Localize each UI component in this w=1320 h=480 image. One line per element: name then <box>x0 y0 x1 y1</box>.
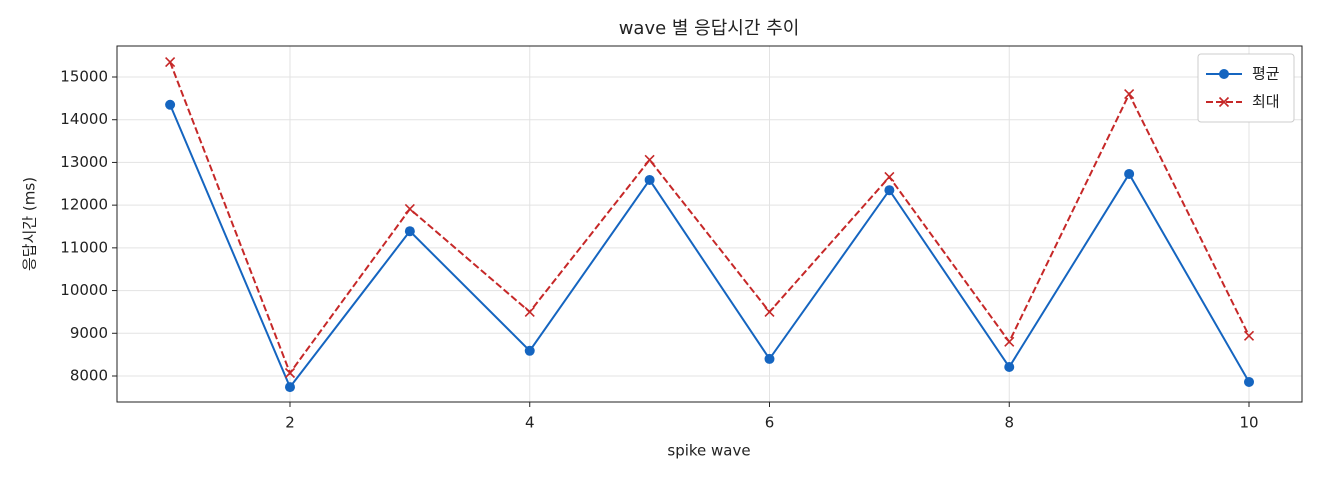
chart-title: wave 별 응답시간 추이 <box>619 18 800 39</box>
x-tick-label: 8 <box>1004 414 1014 432</box>
marker <box>284 382 295 393</box>
marker <box>165 56 176 68</box>
plot-frame <box>116 45 1303 403</box>
marker <box>644 154 655 165</box>
legend-label: 평균 <box>1252 65 1280 83</box>
marker <box>764 306 775 317</box>
legend-marker <box>1218 96 1230 108</box>
x-tick-label: 6 <box>765 414 775 432</box>
marker <box>404 203 415 215</box>
marker <box>884 171 895 183</box>
marker <box>1004 336 1015 347</box>
y-tick-label: 15000 <box>60 68 108 86</box>
marker <box>524 345 535 356</box>
legend-marker <box>1219 69 1229 79</box>
x-axis-label: spike wave <box>667 442 750 460</box>
x-tick-label: 4 <box>525 414 535 432</box>
marker <box>524 306 535 317</box>
y-axis-label: 응답시간 (ms) <box>21 177 39 271</box>
series-line <box>169 61 1250 376</box>
marker <box>884 185 895 196</box>
marker <box>1244 376 1255 387</box>
x-tick-label: 10 <box>1239 414 1258 432</box>
y-tick-label: 9000 <box>70 324 108 342</box>
y-tick-label: 8000 <box>70 366 108 384</box>
y-tick-label: 11000 <box>60 238 108 256</box>
marker <box>644 174 655 185</box>
series-line <box>169 104 1250 390</box>
marker <box>764 353 775 364</box>
marker <box>404 226 415 237</box>
y-tick-label: 10000 <box>60 281 108 299</box>
marker <box>1124 168 1135 179</box>
marker <box>1243 330 1255 341</box>
legend-label: 최대 <box>1252 93 1280 111</box>
marker <box>1004 362 1015 373</box>
marker <box>1124 89 1135 100</box>
marker <box>165 99 176 110</box>
y-tick-label: 14000 <box>60 110 108 128</box>
y-tick-label: 13000 <box>60 153 108 171</box>
y-tick-label: 12000 <box>60 196 108 214</box>
marker <box>284 367 296 379</box>
x-tick-label: 2 <box>285 414 295 432</box>
